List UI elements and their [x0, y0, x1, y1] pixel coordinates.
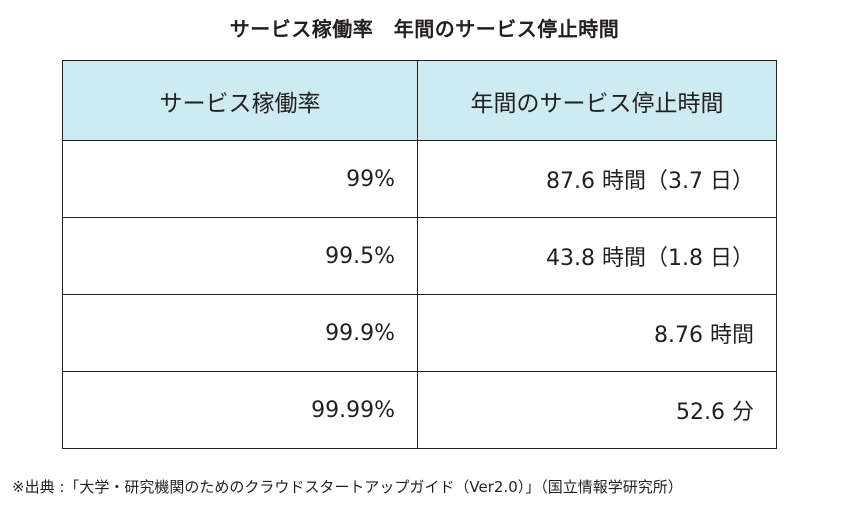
table-header-row: サービス稼働率 年間のサービス停止時間 — [62, 60, 777, 141]
availability-cell: 99% — [62, 140, 418, 218]
header-availability: サービス稼働率 — [62, 60, 418, 141]
availability-cell: 99.5% — [62, 217, 418, 295]
table-row: 99.5% 43.8 時間（1.8 日） — [62, 217, 777, 295]
downtime-cell: 8.76 時間 — [417, 294, 777, 372]
availability-cell: 99.99% — [62, 371, 418, 449]
source-footnote: ※出典 :「大学・研究機関のためのクラウドスタートアップガイド（Ver2.0）」… — [12, 478, 683, 496]
downtime-cell: 52.6 分 — [417, 371, 777, 449]
downtime-cell: 43.8 時間（1.8 日） — [417, 217, 777, 295]
downtime-cell: 87.6 時間（3.7 日） — [417, 140, 777, 218]
table-row: 99% 87.6 時間（3.7 日） — [62, 140, 777, 218]
availability-cell: 99.9% — [62, 294, 418, 372]
table-row: 99.9% 8.76 時間 — [62, 294, 777, 372]
availability-downtime-table: サービス稼働率 年間のサービス停止時間 99% 87.6 時間（3.7 日） 9… — [62, 60, 777, 449]
table-row: 99.99% 52.6 分 — [62, 371, 777, 449]
header-annual-downtime: 年間のサービス停止時間 — [417, 60, 777, 141]
page-title: サービス稼働率 年間のサービス停止時間 — [229, 17, 620, 41]
